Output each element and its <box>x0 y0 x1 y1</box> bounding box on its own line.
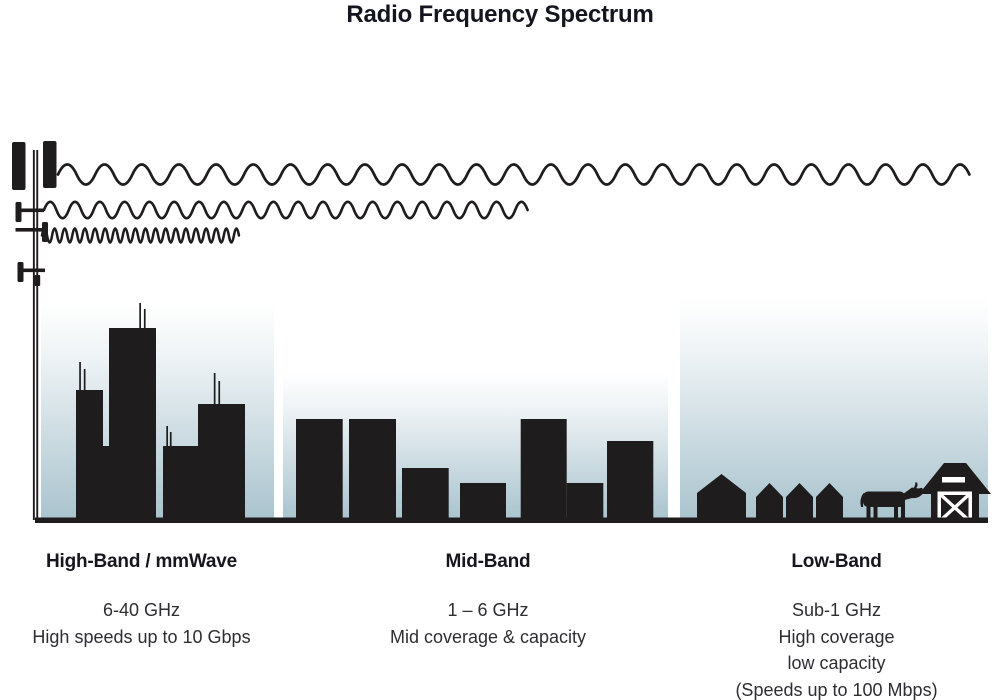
barn-icon <box>919 463 991 522</box>
cell-tower-icon <box>12 141 57 520</box>
high-band-wave <box>40 227 241 244</box>
mid-band-frequency: 1 – 6 GHz <box>447 600 529 620</box>
spectrum-scene <box>12 141 991 523</box>
high-band-heading: High-Band / mmWave <box>46 551 237 572</box>
house-icons <box>697 474 843 520</box>
low-band-label-block: Low-Band Sub-1 GHz High coverage low cap… <box>688 551 985 700</box>
low-band-coverage: High coverage <box>778 626 895 647</box>
ground-baseline <box>35 517 988 523</box>
low-band-frequency: Sub-1 GHz <box>791 600 882 620</box>
mid-band-heading: Mid-Band <box>445 551 531 572</box>
cow-icon <box>860 482 923 520</box>
low-band-wave <box>56 163 971 186</box>
mid-band-description: Mid coverage & capacity <box>389 626 587 647</box>
high-band-description: High speeds up to 10 Gbps <box>32 626 251 647</box>
low-band-speed: (Speeds up to 100 Mbps) <box>735 679 938 700</box>
mid-band-label-block: Mid-Band 1 – 6 GHz Mid coverage & capaci… <box>298 551 678 650</box>
low-band-capacity: low capacity <box>787 653 886 673</box>
mid-band-wave <box>42 200 529 220</box>
page-title: Radio Frequency Spectrum <box>346 1 654 28</box>
skyscraper-icons <box>76 303 245 520</box>
mid-rise-building-icons <box>296 419 654 520</box>
high-band-label-block: High-Band / mmWave 6-40 GHz High speeds … <box>0 551 283 650</box>
low-band-heading: Low-Band <box>791 551 882 572</box>
high-band-frequency: 6-40 GHz <box>102 600 181 620</box>
